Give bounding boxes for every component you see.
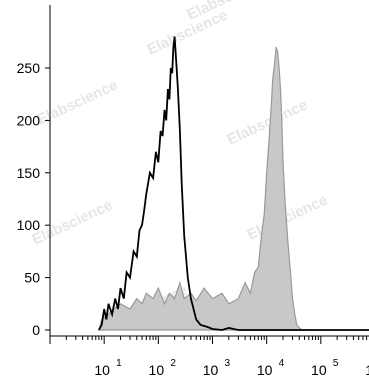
x-tick-label: 10: [94, 362, 110, 378]
y-tick-label: 50: [24, 270, 40, 286]
watermark-text: Elabscience: [225, 97, 311, 149]
x-tick-label: 10: [257, 362, 273, 378]
x-tick-label: 10: [365, 362, 369, 378]
line-histogram-series: [98, 36, 369, 331]
series-layer: [98, 36, 369, 331]
y-tick-label: 250: [17, 60, 41, 76]
x-tick-exponent: 2: [170, 358, 176, 369]
y-tick-label: 150: [17, 165, 41, 181]
y-tick-label: 200: [17, 112, 41, 128]
x-tick-label: 10: [149, 362, 165, 378]
x-tick-label: 10: [311, 362, 327, 378]
x-tick-exponent: 3: [225, 358, 231, 369]
watermark-text: Elabscience: [30, 197, 116, 249]
x-tick-label: 10: [203, 362, 219, 378]
x-tick-exponent: 4: [279, 358, 285, 369]
x-tick-exponent: 5: [333, 358, 339, 369]
axes-layer: 050100150200250101102103104105106: [17, 5, 369, 378]
x-tick-exponent: 1: [116, 358, 122, 369]
y-tick-label: 0: [32, 322, 40, 338]
filled-histogram-series: [98, 46, 309, 331]
y-tick-label: 100: [17, 217, 41, 233]
